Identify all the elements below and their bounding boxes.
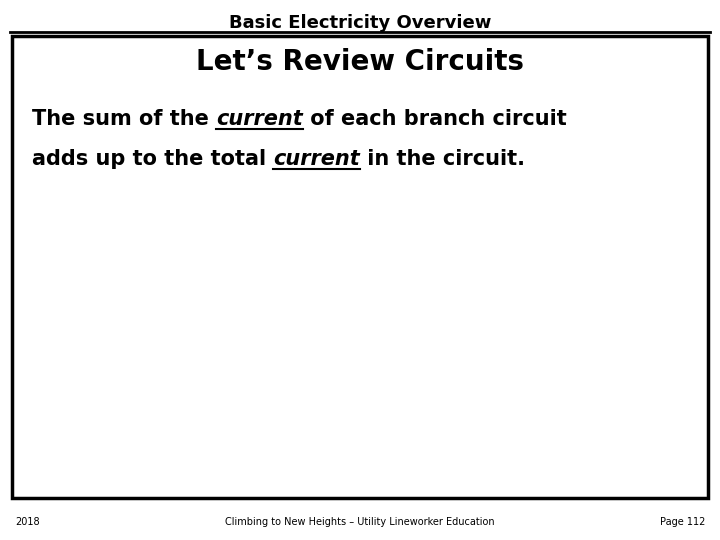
Text: Page 112: Page 112 xyxy=(660,517,705,527)
Text: adds up to the total: adds up to the total xyxy=(32,149,274,169)
Text: The sum of the: The sum of the xyxy=(32,109,216,129)
Text: of each branch circuit: of each branch circuit xyxy=(303,109,567,129)
Text: current: current xyxy=(274,149,360,169)
Text: current: current xyxy=(216,109,303,129)
Text: Basic Electricity Overview: Basic Electricity Overview xyxy=(229,14,491,32)
Text: in the circuit.: in the circuit. xyxy=(360,149,525,169)
Text: Let’s Review Circuits: Let’s Review Circuits xyxy=(196,48,524,76)
Text: Climbing to New Heights – Utility Lineworker Education: Climbing to New Heights – Utility Linewo… xyxy=(225,517,495,527)
FancyBboxPatch shape xyxy=(12,36,708,498)
Text: 2018: 2018 xyxy=(15,517,40,527)
